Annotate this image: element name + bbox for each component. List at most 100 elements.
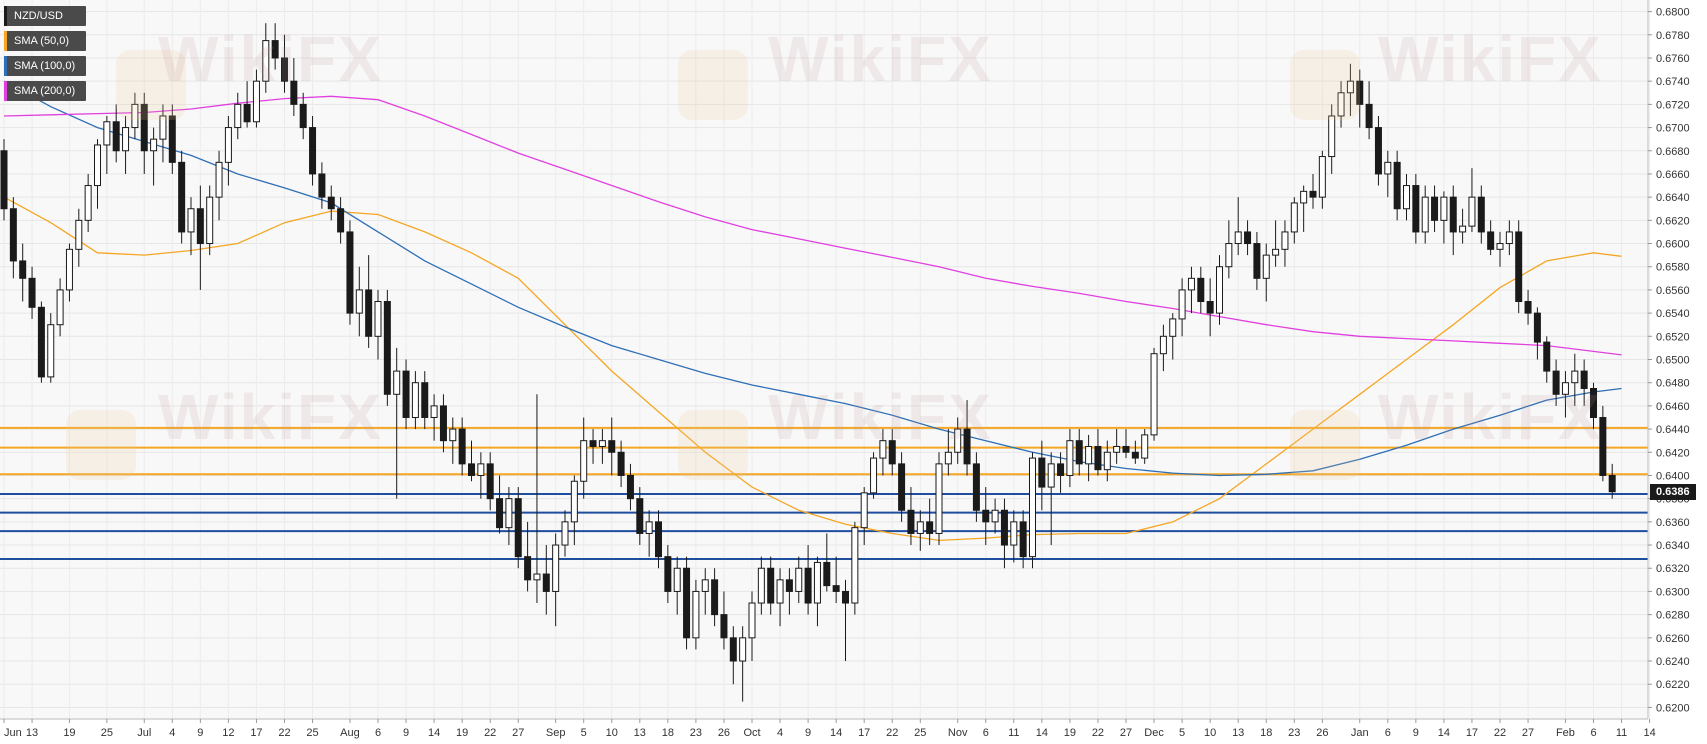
candle — [580, 417, 588, 499]
candle-body — [1533, 312, 1541, 343]
sma-100-line — [3, 80, 1622, 477]
candle — [477, 452, 485, 499]
candle-body — [393, 370, 401, 395]
x-tick-label: 14 — [428, 727, 440, 739]
candle — [281, 34, 288, 93]
candle-body — [1141, 434, 1149, 459]
candle-body — [271, 40, 279, 59]
candle — [252, 69, 260, 128]
legend-item-sma50[interactable]: SMA (50,0) — [4, 31, 86, 51]
candle — [1403, 173, 1410, 221]
legend-item-sma200[interactable]: SMA (200,0) — [4, 81, 86, 101]
y-tick-label: 0.6460 — [1656, 401, 1690, 413]
candle-body — [542, 573, 550, 592]
candle-body — [1159, 335, 1167, 355]
legend-item-sma100[interactable]: SMA (100,0) — [4, 56, 86, 76]
candle — [1608, 463, 1616, 499]
candle-body — [140, 103, 148, 152]
candle-body — [1346, 80, 1354, 94]
candle — [832, 556, 840, 604]
candle-body — [785, 579, 793, 592]
candle — [1244, 220, 1252, 256]
candle — [37, 301, 45, 383]
candle-body — [1187, 277, 1195, 291]
y-tick-label: 0.6200 — [1656, 702, 1690, 714]
candle-body — [1580, 370, 1588, 389]
candle — [1290, 197, 1298, 244]
candle-body — [1169, 318, 1177, 337]
candle — [524, 521, 532, 592]
x-tick-label: 14 — [1438, 727, 1450, 739]
candle — [243, 81, 251, 128]
candle-body — [327, 196, 335, 210]
candle-body — [757, 567, 765, 604]
candle — [1384, 150, 1392, 198]
candle-body — [9, 208, 17, 262]
x-tick-label: 12 — [222, 727, 234, 739]
candle — [84, 173, 92, 232]
candle-body — [1571, 370, 1579, 384]
candle-body — [1122, 445, 1130, 453]
candle — [309, 115, 317, 186]
candle — [122, 115, 130, 174]
candle — [1552, 359, 1560, 406]
candle-body — [1131, 451, 1139, 459]
candle-body — [636, 498, 644, 534]
candle — [1057, 452, 1065, 493]
candle-body — [1244, 231, 1252, 245]
candle-body — [477, 463, 485, 476]
candle — [365, 255, 373, 348]
candle-body — [767, 567, 775, 604]
candle-body — [1421, 196, 1429, 233]
candle — [1543, 336, 1551, 383]
x-tick-label: Oct — [743, 727, 760, 739]
candle — [617, 440, 625, 488]
candle — [393, 347, 401, 499]
x-tick-label: 22 — [484, 727, 496, 739]
candle — [178, 150, 186, 244]
candle-body — [1431, 196, 1439, 221]
candlesticks — [0, 23, 1616, 702]
candle-body — [1000, 509, 1008, 546]
x-tick-label: 17 — [1466, 727, 1478, 739]
y-tick-label: 0.6780 — [1656, 30, 1690, 42]
y-tick-label: 0.6320 — [1656, 563, 1690, 575]
candle — [1038, 440, 1046, 511]
candle — [608, 417, 616, 476]
candle — [234, 92, 242, 140]
x-tick-label: 11 — [1008, 727, 1019, 739]
y-tick-label: 0.6420 — [1656, 447, 1690, 459]
x-tick-label: 26 — [718, 727, 730, 739]
candle-body — [860, 492, 868, 529]
candle — [767, 556, 775, 615]
x-tick-label: 13 — [26, 727, 38, 739]
candle-body — [56, 289, 64, 326]
price-axis[interactable]: 0.6800 0.6780 0.6760 0.6740 0.6720 0.6700 0.66… — [1648, 7, 1690, 715]
candle-body — [1178, 289, 1186, 320]
y-tick-label: 0.6240 — [1656, 656, 1690, 668]
candle — [926, 498, 934, 546]
candle — [570, 475, 578, 546]
candle — [0, 139, 8, 221]
y-tick-label: 0.6800 — [1656, 7, 1690, 19]
candle — [505, 487, 513, 546]
legend-label: SMA (100,0) — [14, 60, 76, 72]
candle — [28, 266, 36, 319]
candle-body — [1197, 277, 1205, 303]
candle — [1019, 510, 1027, 569]
candle-body — [795, 567, 803, 592]
x-tick-label: 27 — [512, 727, 524, 739]
candle-body — [692, 590, 700, 639]
candle-body — [449, 428, 457, 442]
candle — [430, 394, 438, 441]
x-tick-label: 19 — [456, 727, 468, 739]
candle-body — [94, 144, 101, 187]
candle-body — [776, 579, 784, 604]
x-tick-label: 9 — [805, 727, 811, 739]
y-tick-label: 0.6260 — [1656, 633, 1690, 645]
legend-item-price[interactable]: NZD/USD — [4, 6, 86, 26]
candle-body — [598, 440, 606, 447]
time-axis[interactable]: Jun 13 19 25 Jul 4 9 12 17 22 25 Aug 6 9 14 19 22 27 Sep 5 1… — [3, 719, 1656, 739]
candle — [982, 487, 990, 546]
